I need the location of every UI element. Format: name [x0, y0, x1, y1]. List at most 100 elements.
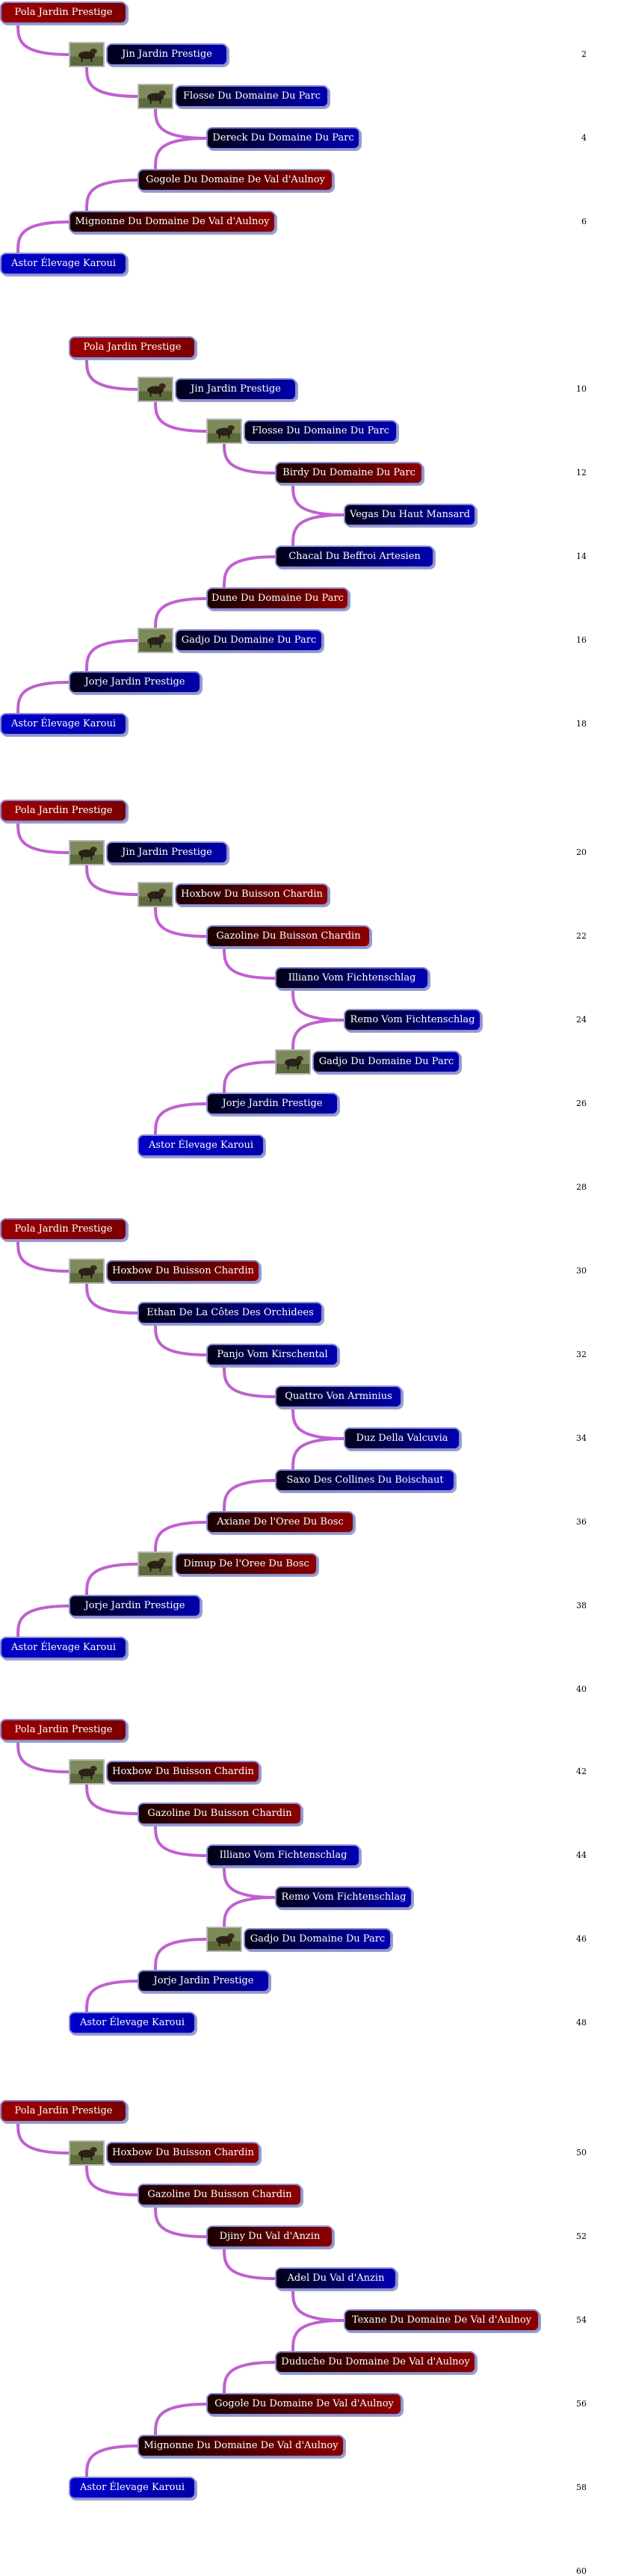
- connector-line: [85, 1563, 139, 1596]
- dog-node[interactable]: Jorje Jardin Prestige: [137, 1970, 270, 1992]
- generation-label: 40: [576, 1684, 587, 1694]
- dog-node[interactable]: Djiny Du Val d'Anzin: [206, 2226, 333, 2248]
- dog-node[interactable]: Pola Jardin Prestige: [0, 1218, 127, 1241]
- dog-node[interactable]: Jin Jardin Prestige: [175, 378, 297, 401]
- connector-line: [223, 1896, 276, 1930]
- dog-node[interactable]: Illiano Vom Fichtenschlag: [275, 967, 429, 989]
- dog-node[interactable]: Flosse Du Domaine Du Parc: [244, 420, 398, 442]
- dog-node[interactable]: Panjo Vom Kirschental: [206, 1344, 339, 1366]
- dog-node[interactable]: Ethan De La Côtes Des Orchidees: [137, 1302, 323, 1324]
- dog-node[interactable]: Gogole Du Domaine De Val d'Aulnoy: [206, 2393, 402, 2415]
- dog-node[interactable]: Hoxbow Du Buisson Chardin: [106, 1761, 260, 1783]
- dog-node[interactable]: Astor Élevage Karoui: [69, 2012, 196, 2034]
- connector-line: [291, 513, 345, 547]
- generation-label: 56: [576, 2399, 587, 2409]
- generation-label: 2: [581, 49, 587, 59]
- connector-line: [223, 555, 276, 589]
- dog-node[interactable]: Duduche Du Domaine De Val d'Aulnoy: [275, 2351, 476, 2373]
- connector-line: [16, 22, 70, 56]
- dog-node[interactable]: Remo Vom Fichtenschlag: [275, 1886, 412, 1909]
- generation-label: 38: [576, 1601, 587, 1610]
- connector-line: [85, 357, 139, 391]
- dog-node[interactable]: Flosse Du Domaine Du Parc: [175, 85, 329, 108]
- dog-node[interactable]: Duz Della Valcuvia: [344, 1427, 460, 1450]
- dog-photo-icon: [69, 1258, 105, 1284]
- dog-node[interactable]: Chacal Du Beffroi Artesien: [275, 546, 434, 568]
- dog-node[interactable]: Astor Élevage Karoui: [0, 1637, 127, 1659]
- generation-label: 60: [576, 2566, 587, 2576]
- dog-node[interactable]: Quattro Von Arminius: [275, 1386, 402, 1408]
- dog-node[interactable]: Gazoline Du Buisson Chardin: [137, 2184, 302, 2206]
- connector-line: [16, 1604, 70, 1638]
- dog-photo-icon: [69, 1759, 105, 1785]
- connector-line: [85, 862, 139, 896]
- dog-node[interactable]: Jorje Jardin Prestige: [69, 1595, 201, 1617]
- connector-line: [291, 988, 345, 1022]
- dog-photo-icon: [137, 628, 173, 653]
- connector-line: [16, 821, 70, 854]
- dog-node[interactable]: Gadjo Du Domaine Du Parc: [312, 1051, 460, 1073]
- dog-node[interactable]: Gazoline Du Buisson Chardin: [137, 1803, 302, 1825]
- dog-node[interactable]: Astor Élevage Karoui: [69, 2477, 196, 2499]
- connector-line: [223, 946, 276, 980]
- dog-node[interactable]: Remo Vom Fichtenschlag: [344, 1009, 481, 1031]
- dog-photo-icon: [137, 377, 173, 402]
- dog-node[interactable]: Saxo Des Collines Du Boischaut: [275, 1469, 455, 1492]
- dog-node[interactable]: Astor Élevage Karoui: [137, 1134, 265, 1157]
- dog-node[interactable]: Axiane De l'Oree Du Bosc: [206, 1511, 354, 1533]
- generation-label: 36: [576, 1517, 587, 1527]
- dog-photo-icon: [137, 84, 173, 109]
- dog-node[interactable]: Gadjo Du Domaine Du Parc: [175, 629, 323, 652]
- dog-node[interactable]: Mignonne Du Domaine De Val d'Aulnoy: [137, 2435, 344, 2457]
- dog-node[interactable]: Jorje Jardin Prestige: [69, 671, 201, 694]
- dog-node[interactable]: Vegas Du Haut Mansard: [344, 504, 476, 526]
- dog-node[interactable]: Dimup De l'Oree Du Bosc: [175, 1553, 318, 1575]
- connector-line: [223, 1365, 276, 1398]
- connector-line: [154, 2403, 208, 2436]
- dog-node[interactable]: Hoxbow Du Buisson Chardin: [106, 2142, 260, 2164]
- dog-node[interactable]: Pola Jardin Prestige: [0, 1, 127, 24]
- dog-node[interactable]: Hoxbow Du Buisson Chardin: [175, 883, 329, 906]
- connector-line: [85, 64, 139, 98]
- connector-line: [16, 1740, 70, 1773]
- connector-layer: [16, 22, 345, 2478]
- connector-line: [154, 1521, 208, 1554]
- connector-line: [85, 2444, 139, 2478]
- generation-label: 18: [576, 719, 587, 729]
- dog-node[interactable]: Astor Élevage Karoui: [0, 713, 127, 735]
- dog-node[interactable]: Jin Jardin Prestige: [106, 841, 228, 864]
- dog-node[interactable]: Pola Jardin Prestige: [0, 1719, 127, 1741]
- connector-line: [16, 220, 70, 254]
- dog-node[interactable]: Dune Du Domaine Du Parc: [206, 587, 349, 610]
- connector-line: [223, 441, 276, 475]
- dog-node[interactable]: Pola Jardin Prestige: [0, 2100, 127, 2122]
- generation-label: 46: [576, 1934, 587, 1944]
- dog-node[interactable]: Dereck Du Domaine Du Parc: [206, 127, 360, 149]
- dog-photo-icon: [206, 418, 242, 444]
- dog-node[interactable]: Pola Jardin Prestige: [0, 800, 127, 822]
- generation-label: 52: [576, 2231, 587, 2241]
- dog-node[interactable]: Pola Jardin Prestige: [69, 336, 196, 359]
- connector-line: [85, 639, 139, 673]
- dog-node[interactable]: Jorje Jardin Prestige: [206, 1093, 339, 1115]
- dog-node[interactable]: Jin Jardin Prestige: [106, 43, 228, 66]
- generation-label: 30: [576, 1266, 587, 1276]
- dog-node[interactable]: Mignonne Du Domaine De Val d'Aulnoy: [69, 211, 276, 233]
- dog-node[interactable]: Astor Élevage Karoui: [0, 253, 127, 275]
- generation-label: 42: [576, 1767, 587, 1776]
- dog-node[interactable]: Texane Du Domaine De Val d'Aulnoy: [344, 2309, 540, 2332]
- connector-line: [223, 2361, 276, 2394]
- connector-line: [223, 1865, 276, 1899]
- dog-node[interactable]: Hoxbow Du Buisson Chardin: [106, 1260, 260, 1282]
- dog-node[interactable]: Adel Du Val d'Anzin: [275, 2267, 397, 2290]
- dog-node[interactable]: Gazoline Du Buisson Chardin: [206, 925, 371, 948]
- connector-line: [154, 597, 208, 631]
- dog-node[interactable]: Birdy Du Domaine Du Parc: [275, 462, 423, 484]
- connector-line: [154, 106, 208, 140]
- dog-node[interactable]: Illiano Vom Fichtenschlag: [206, 1844, 360, 1867]
- generation-label: 26: [576, 1099, 587, 1108]
- dog-node[interactable]: Gadjo Du Domaine Du Parc: [244, 1928, 392, 1950]
- dog-photo-icon: [137, 882, 173, 907]
- dog-node[interactable]: Gogole Du Domaine De Val d'Aulnoy: [137, 169, 333, 191]
- dog-photo-icon: [69, 2140, 105, 2166]
